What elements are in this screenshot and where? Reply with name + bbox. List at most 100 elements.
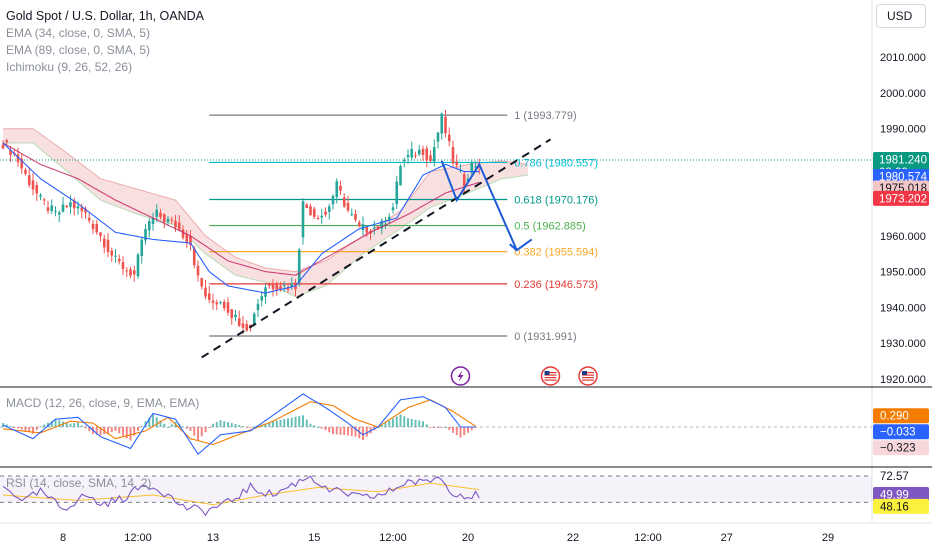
chart-legend: Gold Spot / U.S. Dollar, 1h, OANDA EMA (…: [6, 8, 204, 76]
macd-histogram-bar: [448, 427, 451, 430]
candle: [447, 134, 451, 142]
rsi-line: [2, 475, 480, 517]
ema34-legend[interactable]: EMA (34, close, 0, SMA, 5): [6, 26, 151, 40]
macd-histogram-bar: [152, 414, 154, 427]
candle: [181, 229, 185, 238]
macd-histogram-bar: [107, 427, 109, 434]
macd-histogram-bar: [215, 421, 218, 427]
price-axis-tick: 1920.000: [880, 374, 926, 386]
macd-histogram-bar: [122, 427, 124, 436]
candle: [121, 262, 125, 269]
time-axis-tick: 8: [60, 532, 66, 544]
rsi-value-tag: [873, 486, 929, 502]
candle: [87, 217, 91, 221]
macd-histogram-bar: [2, 423, 4, 427]
macd-histogram-bar: [279, 419, 282, 427]
rsi-value-tag: [873, 468, 929, 484]
candle: [132, 270, 136, 275]
candle: [372, 227, 376, 229]
ichimoku-span-a: [3, 128, 529, 273]
candle: [327, 206, 331, 212]
macd-histogram-bar: [137, 427, 139, 431]
candle: [99, 232, 102, 236]
macd-histogram-bar: [459, 427, 462, 438]
candle: [395, 181, 399, 205]
candle: [234, 314, 237, 318]
candle: [316, 218, 320, 220]
candle: [20, 158, 24, 169]
candle: [189, 236, 192, 246]
macd-histogram-bar: [339, 427, 342, 435]
trendline: [201, 138, 552, 359]
rsi-legend[interactable]: RSI (14, close, SMA, 14, 2): [6, 476, 152, 490]
rsi-value-tag: [873, 498, 929, 514]
ema89-legend[interactable]: EMA (89, close, 0, SMA, 5): [6, 43, 151, 57]
candle: [166, 218, 170, 222]
macd-histogram-bar: [129, 427, 132, 441]
macd-histogram-bar: [429, 427, 432, 428]
macd-legend[interactable]: MACD (12, 26, close, 9, EMA, EMA): [6, 396, 200, 410]
macd-histogram-bar: [133, 427, 136, 436]
candle: [466, 178, 470, 182]
macd-histogram-bar: [437, 427, 439, 428]
price-axis-tick: 1960.000: [880, 231, 926, 243]
macd-histogram-bar: [170, 424, 173, 427]
candle: [380, 220, 384, 229]
macd-histogram-bar: [118, 427, 121, 434]
macd-histogram-bar: [347, 427, 349, 436]
macd-histogram-bar: [167, 427, 169, 428]
macd-histogram-bar: [335, 427, 338, 435]
rsi-value-label: 72.57: [880, 471, 909, 483]
candle: [222, 301, 226, 309]
macd-histogram-bar: [185, 427, 188, 429]
macd-histogram-bar: [65, 422, 68, 427]
candle: [421, 148, 425, 155]
candle: [16, 154, 20, 163]
ichimoku-legend[interactable]: Ichimoku (9, 26, 52, 26): [6, 60, 133, 74]
candle: [305, 204, 309, 209]
macd-histogram-bar: [223, 421, 226, 427]
macd-histogram-bar: [362, 427, 364, 440]
candle: [177, 222, 181, 230]
us-flag-event-icon: [540, 366, 561, 386]
candle: [162, 214, 166, 222]
price-tag: [873, 190, 929, 206]
macd-histogram-bar: [5, 424, 8, 427]
candle: [346, 202, 350, 211]
macd-histogram-bar: [290, 417, 293, 427]
macd-histogram-bar: [332, 427, 334, 435]
fib-level-label: 0.5 (1962.885): [514, 221, 586, 233]
macd-histogram-bar: [17, 427, 19, 429]
candle: [54, 211, 57, 213]
candle: [65, 205, 69, 208]
macd-histogram-bar: [189, 427, 192, 431]
rsi-ma-line: [2, 482, 480, 506]
time-axis-tick: 29: [822, 532, 834, 544]
macd-histogram-bar: [208, 427, 211, 428]
candle: [256, 303, 260, 311]
macd-histogram-bar: [302, 415, 304, 427]
candle: [406, 154, 410, 158]
candle: [414, 155, 417, 157]
candle: [46, 207, 50, 211]
macd-histogram-bar: [50, 421, 53, 427]
macd-histogram-bar: [395, 416, 398, 427]
rsi-band-fill: [0, 476, 872, 503]
candle: [140, 239, 144, 256]
time-axis-tick: 20: [462, 532, 474, 544]
candle: [144, 229, 147, 241]
candle: [31, 180, 35, 190]
candle: [245, 324, 249, 331]
macd-histogram-bar: [350, 427, 353, 437]
flag-stripe: [582, 374, 594, 376]
currency-button[interactable]: USD: [876, 4, 926, 28]
candle: [84, 208, 87, 213]
macd-value-tag: [873, 408, 929, 424]
macd-value-tag: [873, 440, 929, 456]
macd-line: [2, 393, 476, 456]
macd-histogram-bar: [343, 427, 346, 436]
macd-histogram-bar: [234, 424, 237, 427]
macd-histogram-bar: [163, 423, 166, 427]
macd-histogram-bar: [99, 427, 102, 436]
